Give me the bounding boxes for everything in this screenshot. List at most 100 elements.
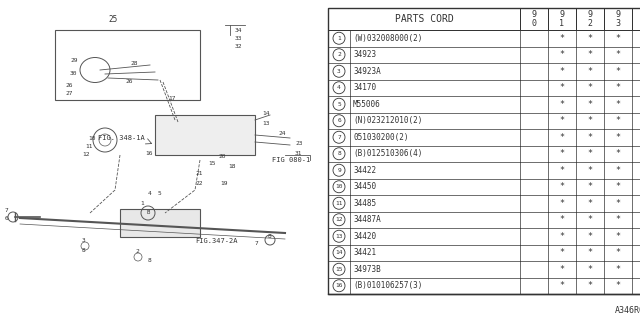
Text: 25: 25 <box>108 15 117 24</box>
Text: *: * <box>616 116 621 125</box>
Text: *: * <box>559 199 564 208</box>
Text: *: * <box>588 199 593 208</box>
Text: 7: 7 <box>5 208 9 213</box>
Text: *: * <box>616 83 621 92</box>
Text: 18: 18 <box>228 164 236 169</box>
Text: *: * <box>588 100 593 109</box>
Text: *: * <box>588 149 593 158</box>
Text: 34923: 34923 <box>353 50 376 59</box>
Text: A346R00048: A346R00048 <box>615 306 640 315</box>
Text: *: * <box>616 50 621 59</box>
Text: *: * <box>616 100 621 109</box>
Text: *: * <box>616 149 621 158</box>
Text: 7: 7 <box>337 135 341 140</box>
Text: 12: 12 <box>335 217 343 222</box>
Text: 26: 26 <box>125 79 132 84</box>
Text: 34170: 34170 <box>353 83 376 92</box>
Text: *: * <box>559 50 564 59</box>
Text: 13: 13 <box>262 121 269 126</box>
Text: 2: 2 <box>135 249 139 254</box>
Text: *: * <box>588 232 593 241</box>
Text: *: * <box>616 166 621 175</box>
Text: 4: 4 <box>337 85 341 90</box>
Text: 34422: 34422 <box>353 166 376 175</box>
Text: 15: 15 <box>208 161 216 166</box>
Text: FIG. 348-1A: FIG. 348-1A <box>98 135 145 141</box>
Text: 21: 21 <box>195 171 202 176</box>
Text: 9
0: 9 0 <box>531 10 536 28</box>
Text: *: * <box>616 232 621 241</box>
Text: *: * <box>559 67 564 76</box>
Text: *: * <box>559 116 564 125</box>
Text: 3: 3 <box>337 69 341 74</box>
Text: *: * <box>588 116 593 125</box>
Text: 23: 23 <box>295 141 303 146</box>
Text: (B)012510306(4): (B)012510306(4) <box>353 149 422 158</box>
Text: FIG.347-2A: FIG.347-2A <box>195 238 237 244</box>
Text: 32: 32 <box>235 44 243 49</box>
Text: (N)023212010(2): (N)023212010(2) <box>353 116 422 125</box>
Text: 11: 11 <box>85 144 93 149</box>
Text: *: * <box>588 83 593 92</box>
Text: *: * <box>559 34 564 43</box>
Text: PARTS CORD: PARTS CORD <box>395 14 453 24</box>
Text: *: * <box>559 83 564 92</box>
Text: *: * <box>616 248 621 257</box>
Text: 34973B: 34973B <box>353 265 381 274</box>
Text: *: * <box>559 182 564 191</box>
Text: *: * <box>616 182 621 191</box>
Text: 1: 1 <box>337 36 341 41</box>
Text: 24: 24 <box>278 131 285 136</box>
Text: 34450: 34450 <box>353 182 376 191</box>
Text: 8: 8 <box>268 234 272 239</box>
Text: 8: 8 <box>82 248 86 253</box>
Text: *: * <box>588 67 593 76</box>
Text: 28: 28 <box>130 61 138 66</box>
Text: 5: 5 <box>337 102 341 107</box>
Text: *: * <box>588 50 593 59</box>
Text: 26: 26 <box>65 83 72 88</box>
Text: M55006: M55006 <box>353 100 381 109</box>
Text: 13: 13 <box>335 234 343 239</box>
Text: 34923A: 34923A <box>353 67 381 76</box>
Text: 7: 7 <box>255 241 259 246</box>
Text: *: * <box>588 281 593 290</box>
Text: *: * <box>616 265 621 274</box>
Text: 2: 2 <box>337 52 341 57</box>
Text: 34421: 34421 <box>353 248 376 257</box>
Text: *: * <box>616 281 621 290</box>
Text: B: B <box>147 211 150 215</box>
Text: *: * <box>616 215 621 224</box>
Text: FIG 080-1: FIG 080-1 <box>272 157 310 163</box>
Text: 34487A: 34487A <box>353 215 381 224</box>
Text: 5: 5 <box>158 191 162 196</box>
Text: 14: 14 <box>335 250 343 255</box>
Text: *: * <box>559 215 564 224</box>
Text: 33: 33 <box>235 36 243 41</box>
Text: 20: 20 <box>218 154 225 159</box>
Text: 6: 6 <box>337 118 341 123</box>
Text: 15: 15 <box>335 267 343 272</box>
Text: 3: 3 <box>82 238 86 243</box>
Text: *: * <box>559 166 564 175</box>
Text: 8: 8 <box>337 151 341 156</box>
Text: 30: 30 <box>70 71 77 76</box>
Text: 12: 12 <box>82 152 90 157</box>
Text: 31: 31 <box>295 151 303 156</box>
Text: *: * <box>559 248 564 257</box>
Text: *: * <box>588 182 593 191</box>
Text: (B)010106257(3): (B)010106257(3) <box>353 281 422 290</box>
Text: *: * <box>616 67 621 76</box>
Text: *: * <box>559 265 564 274</box>
Text: *: * <box>588 166 593 175</box>
Text: 29: 29 <box>70 58 77 63</box>
Text: 9
1: 9 1 <box>559 10 564 28</box>
Text: 6: 6 <box>5 216 9 221</box>
Text: *: * <box>559 232 564 241</box>
Text: 22: 22 <box>195 181 202 186</box>
Text: 34485: 34485 <box>353 199 376 208</box>
Text: *: * <box>588 133 593 142</box>
Text: 10: 10 <box>88 136 95 141</box>
Text: (W)032008000(2): (W)032008000(2) <box>353 34 422 43</box>
Text: 9
3: 9 3 <box>616 10 621 28</box>
